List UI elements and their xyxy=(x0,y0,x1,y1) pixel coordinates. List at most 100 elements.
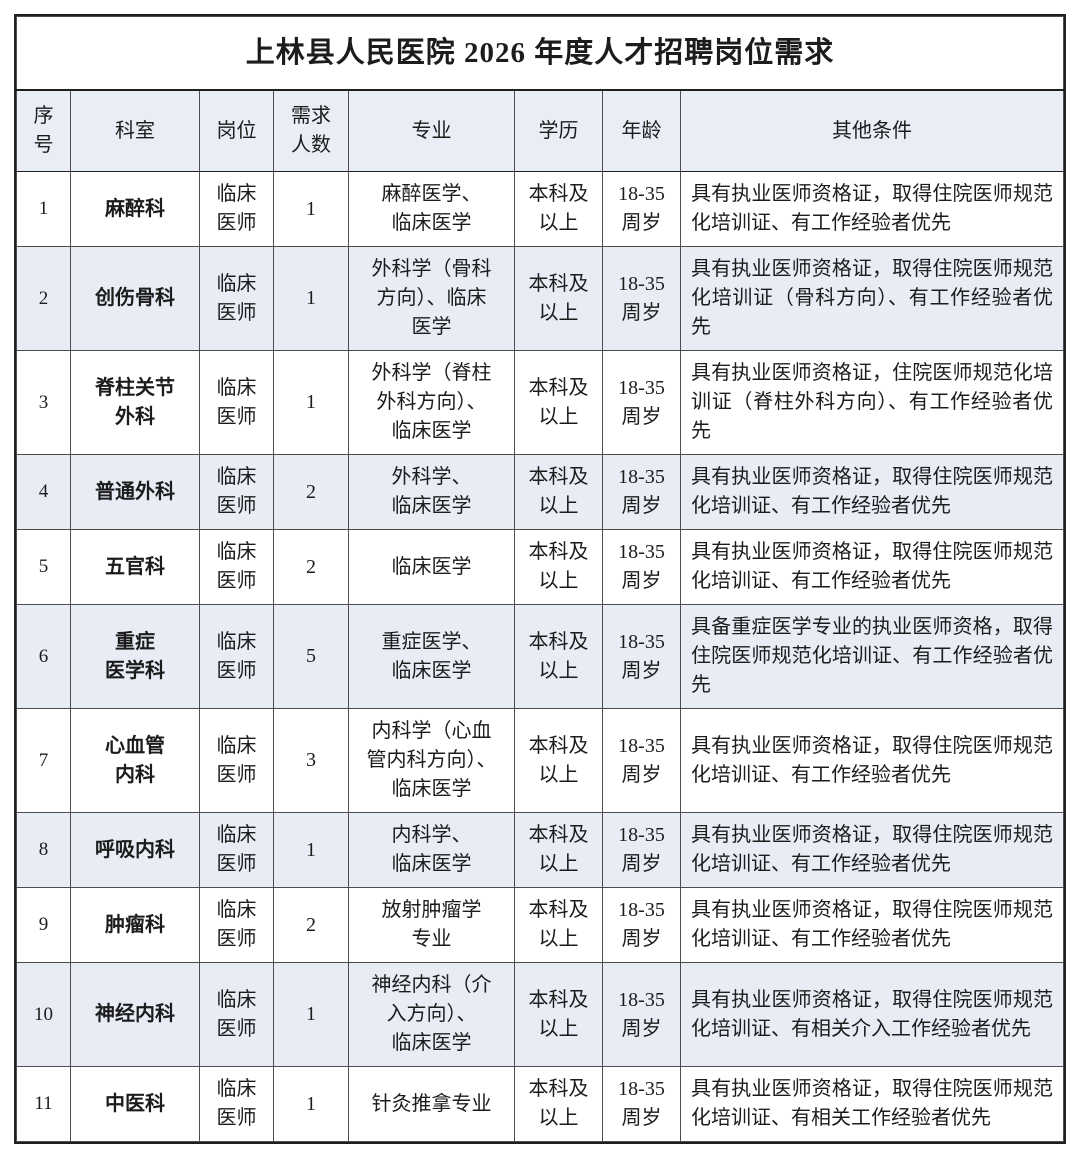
cell-count: 1 xyxy=(273,812,349,889)
cell-other: 具有执业医师资格证，取得住院医师规范化培训证、有工作经验者优先 xyxy=(680,887,1064,964)
cell-dept: 心血管 内科 xyxy=(70,708,200,814)
cell-edu: 本科及 以上 xyxy=(514,1066,603,1143)
column-header-no: 序 号 xyxy=(16,89,71,173)
cell-age: 18-35 周岁 xyxy=(602,708,681,814)
cell-post: 临床 医师 xyxy=(199,1066,274,1143)
header-row: 序 号科室 岗位 需求 人数 专业 学历 年龄 其他条件 xyxy=(16,89,1064,173)
cell-no: 10 xyxy=(16,962,71,1068)
cell-other: 具有执业医师资格证，取得住院医师规范化培训证、有工作经验者优先 xyxy=(680,529,1064,606)
cell-no: 11 xyxy=(16,1066,71,1143)
cell-no: 9 xyxy=(16,887,71,964)
cell-edu: 本科及 以上 xyxy=(514,604,603,710)
cell-post: 临床 医师 xyxy=(199,604,274,710)
cell-no: 6 xyxy=(16,604,71,710)
table-row: 9 肿瘤科 临床 医师 2 放射肿瘤学 专业 本科及 以上 18-35 周岁 具有执业医师资格… xyxy=(16,887,1064,964)
cell-age: 18-35 周岁 xyxy=(602,962,681,1068)
cell-count: 2 xyxy=(273,887,349,964)
cell-age: 18-35 周岁 xyxy=(602,350,681,456)
cell-major: 临床医学 xyxy=(348,529,515,606)
cell-edu: 本科及 以上 xyxy=(514,350,603,456)
cell-age: 18-35 周岁 xyxy=(602,812,681,889)
column-header-dept: 科室 xyxy=(70,89,200,173)
cell-no: 7 xyxy=(16,708,71,814)
table-row: 5 五官科 临床 医师 2 临床医学 本科及 以上 18-35 周岁 具有执业医师资格证，取得… xyxy=(16,529,1064,606)
cell-dept: 五官科 xyxy=(70,529,200,606)
cell-major: 麻醉医学、 临床医学 xyxy=(348,171,515,248)
cell-major: 内科学、 临床医学 xyxy=(348,812,515,889)
cell-major: 外科学（脊柱 外科方向）、 临床医学 xyxy=(348,350,515,456)
cell-post: 临床 医师 xyxy=(199,708,274,814)
cell-other: 具有执业医师资格证，取得住院医师规范化培训证、有工作经验者优先 xyxy=(680,812,1064,889)
cell-post: 临床 医师 xyxy=(199,171,274,248)
cell-post: 临床 医师 xyxy=(199,529,274,606)
cell-post: 临床 医师 xyxy=(199,246,274,352)
cell-other: 具有执业医师资格证，取得住院医师规范化培训证、有工作经验者优先 xyxy=(680,171,1064,248)
cell-dept: 创伤骨科 xyxy=(70,246,200,352)
cell-count: 1 xyxy=(273,246,349,352)
title-row: 上林县人民医院 2026 年度人才招聘岗位需求 xyxy=(16,16,1064,92)
cell-count: 1 xyxy=(273,171,349,248)
cell-dept: 中医科 xyxy=(70,1066,200,1143)
table-row: 6 重症 医学科 临床 医师 5 重症医学、 临床医学 本科及 以上 18-35 周岁 具备重… xyxy=(16,604,1064,710)
column-header-edu: 学历 xyxy=(514,89,603,173)
table-row: 11 中医科 临床 医师 1 针灸推拿专业 本科及 以上 18-35 周岁 具有执业医师资格证… xyxy=(16,1066,1064,1143)
cell-dept: 脊柱关节 外科 xyxy=(70,350,200,456)
cell-age: 18-35 周岁 xyxy=(602,454,681,531)
cell-other: 具有执业医师资格证，取得住院医师规范化培训证、有工作经验者优先 xyxy=(680,454,1064,531)
cell-post: 临床 医师 xyxy=(199,454,274,531)
cell-count: 1 xyxy=(273,1066,349,1143)
cell-no: 8 xyxy=(16,812,71,889)
cell-count: 1 xyxy=(273,350,349,456)
cell-major: 针灸推拿专业 xyxy=(348,1066,515,1143)
cell-edu: 本科及 以上 xyxy=(514,246,603,352)
cell-age: 18-35 周岁 xyxy=(602,1066,681,1143)
table-row: 3 脊柱关节 外科 临床 医师 1 外科学（脊柱 外科方向）、 临床医学 本科及 以上 18… xyxy=(16,350,1064,456)
cell-count: 1 xyxy=(273,962,349,1068)
cell-count: 5 xyxy=(273,604,349,710)
cell-no: 3 xyxy=(16,350,71,456)
cell-edu: 本科及 以上 xyxy=(514,454,603,531)
cell-age: 18-35 周岁 xyxy=(602,246,681,352)
recruitment-positions-table: 上林县人民医院 2026 年度人才招聘岗位需求 序 号科室 岗位 需求 人数 专业 学历… xyxy=(16,16,1064,1143)
cell-age: 18-35 周岁 xyxy=(602,887,681,964)
table-row: 2 创伤骨科 临床 医师 1 外科学（骨科 方向）、临床 医学 本科及 以上 18-35 周… xyxy=(16,246,1064,352)
cell-dept: 普通外科 xyxy=(70,454,200,531)
column-header-post: 岗位 xyxy=(199,89,274,173)
cell-no: 1 xyxy=(16,171,71,248)
cell-other: 具有执业医师资格证，取得住院医师规范化培训证、有相关工作经验者优先 xyxy=(680,1066,1064,1143)
table-row: 8 呼吸内科 临床 医师 1 内科学、 临床医学 本科及 以上 18-35 周岁 具有执业医师… xyxy=(16,812,1064,889)
cell-edu: 本科及 以上 xyxy=(514,529,603,606)
cell-other: 具有执业医师资格证，取得住院医师规范化培训证、有工作经验者优先 xyxy=(680,708,1064,814)
cell-dept: 重症 医学科 xyxy=(70,604,200,710)
column-header-count: 需求 人数 xyxy=(273,89,349,173)
table-title: 上林县人民医院 2026 年度人才招聘岗位需求 xyxy=(16,16,1064,92)
cell-edu: 本科及 以上 xyxy=(514,812,603,889)
cell-other: 具有执业医师资格证，取得住院医师规范化培训证、有相关介入工作经验者优先 xyxy=(680,962,1064,1068)
cell-age: 18-35 周岁 xyxy=(602,171,681,248)
table-row: 4 普通外科 临床 医师 2 外科学、 临床医学 本科及 以上 18-35 周岁 具有执业医师… xyxy=(16,454,1064,531)
cell-edu: 本科及 以上 xyxy=(514,708,603,814)
cell-post: 临床 医师 xyxy=(199,887,274,964)
cell-post: 临床 医师 xyxy=(199,962,274,1068)
cell-no: 2 xyxy=(16,246,71,352)
cell-post: 临床 医师 xyxy=(199,812,274,889)
cell-major: 神经内科（介 入方向）、 临床医学 xyxy=(348,962,515,1068)
cell-count: 2 xyxy=(273,529,349,606)
cell-dept: 肿瘤科 xyxy=(70,887,200,964)
cell-major: 内科学（心血 管内科方向）、 临床医学 xyxy=(348,708,515,814)
cell-major: 外科学（骨科 方向）、临床 医学 xyxy=(348,246,515,352)
cell-dept: 麻醉科 xyxy=(70,171,200,248)
cell-dept: 神经内科 xyxy=(70,962,200,1068)
column-header-major: 专业 xyxy=(348,89,515,173)
column-header-other: 其他条件 xyxy=(680,89,1064,173)
cell-edu: 本科及 以上 xyxy=(514,887,603,964)
cell-edu: 本科及 以上 xyxy=(514,171,603,248)
cell-major: 外科学、 临床医学 xyxy=(348,454,515,531)
cell-post: 临床 医师 xyxy=(199,350,274,456)
cell-dept: 呼吸内科 xyxy=(70,812,200,889)
table-row: 7 心血管 内科 临床 医师 3 内科学（心血 管内科方向）、 临床医学 本科及 以上 18… xyxy=(16,708,1064,814)
cell-major: 放射肿瘤学 专业 xyxy=(348,887,515,964)
cell-no: 4 xyxy=(16,454,71,531)
table-row: 1 麻醉科 临床 医师 1 麻醉医学、 临床医学 本科及 以上 18-35 周岁 具有执业医师… xyxy=(16,171,1064,248)
